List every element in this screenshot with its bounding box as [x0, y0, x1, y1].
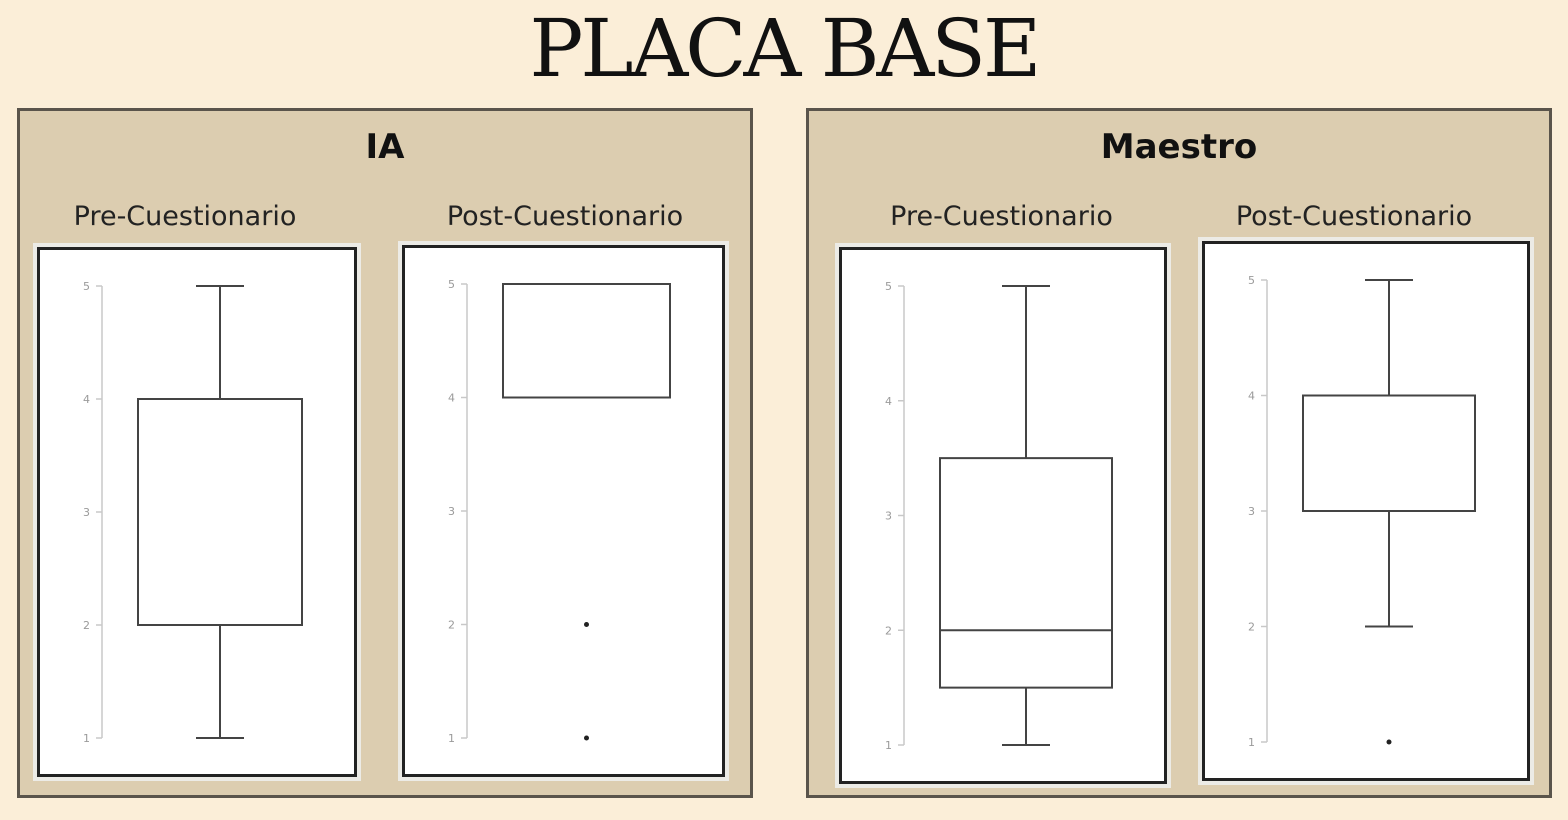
y-tick-label: 5 [1248, 274, 1255, 287]
subtitle-maestro-pre: Pre-Cuestionario [890, 201, 1113, 232]
y-tick-label: 4 [448, 392, 455, 405]
y-tick-label: 1 [885, 739, 892, 752]
outlier-point [584, 735, 589, 741]
box-iqr [939, 457, 1113, 689]
box-iqr [1302, 394, 1476, 512]
outlier-point [584, 622, 589, 627]
y-tick-label: 3 [448, 505, 455, 518]
subtitle-ia-pre: Pre-Cuestionario [73, 201, 297, 232]
boxplot-svg-maestro-post: 1 2 3 4 5 [1248, 274, 1476, 749]
y-tick-label: 2 [1248, 621, 1255, 634]
panel-maestro: Maestro Pre-Cuestionario Post-Cuestionar… [806, 108, 1552, 798]
y-tick-label: 4 [83, 393, 90, 406]
boxplot-svg-ia-pre: 1 2 3 4 5 [83, 280, 303, 745]
page-title: PLACA BASE [529, 2, 1042, 95]
outlier-point [1386, 739, 1392, 745]
subtitle-maestro-post: Post-Cuestionario [1235, 201, 1473, 232]
panel-ia: IA Pre-Cuestionario Post-Cuestionario 1 2… [17, 108, 753, 798]
boxplot-svg-maestro-pre: 1 2 3 4 5 [885, 280, 1113, 752]
box-iqr [137, 398, 303, 626]
boxplot-maestro-pre: 1 2 3 4 5 [839, 247, 1167, 784]
y-tick-label: 4 [885, 395, 892, 408]
boxplot-ia-pre: 1 2 3 4 5 [37, 247, 357, 777]
panel-title-ia: IA [365, 127, 405, 167]
y-tick-label: 4 [1248, 390, 1255, 403]
y-tick-label: 5 [83, 280, 90, 293]
y-tick-label: 3 [885, 510, 892, 523]
boxplot-maestro-post: 1 2 3 4 5 [1202, 241, 1530, 781]
panel-title-maestro: Maestro [1100, 127, 1258, 167]
y-tick-label: 2 [448, 619, 455, 632]
y-tick-label: 3 [1248, 505, 1255, 518]
y-tick-label: 1 [1248, 736, 1255, 749]
boxplot-svg-ia-post: 1 2 3 4 5 [448, 278, 671, 745]
y-tick-label: 3 [83, 506, 90, 519]
box-iqr [502, 283, 671, 399]
y-tick-label: 5 [885, 280, 892, 293]
y-tick-label: 1 [83, 732, 90, 745]
y-tick-label: 5 [448, 278, 455, 291]
y-tick-label: 2 [885, 624, 892, 637]
subtitle-ia-post: Post-Cuestionario [446, 201, 684, 232]
y-tick-label: 1 [448, 732, 455, 745]
boxplot-ia-post: 1 2 3 4 5 [402, 245, 725, 777]
y-tick-label: 2 [83, 619, 90, 632]
